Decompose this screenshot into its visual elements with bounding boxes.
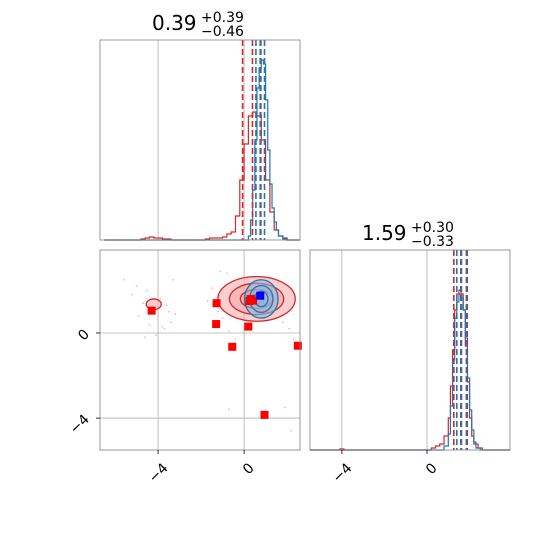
x-ticks-bottom-right: −4 0 [330,450,441,486]
bl-x-tick-label-1: 0 [240,460,258,478]
scatter-point [131,293,134,296]
scatter-point [288,327,291,330]
scatter-point [161,325,164,328]
marker-square [228,342,237,351]
scatter-point [157,319,159,322]
tl-histogram-series-1 [104,59,300,241]
scatter-point [165,304,168,307]
scatter-point [225,272,228,275]
axes-frame-bottom-right [309,249,511,451]
scatter-point [219,270,222,273]
axes-frame-top-left [99,39,301,241]
panel-bottom-left: −4 0 0 −4 [67,249,302,486]
scatter-point [217,310,220,313]
scatter-point [142,302,144,305]
scatter-point [163,327,166,330]
title-minus-bottom-right: −0.33 [411,234,454,250]
scatter-point [146,332,149,334]
scatter-point [206,300,209,302]
title-minus-top-left: −0.46 [201,24,244,40]
scatter-point [167,310,170,313]
marker-square [260,410,269,419]
scatter-point [174,312,177,315]
br-histogram-series-1 [310,293,510,451]
br-x-tick-label-0: −4 [330,460,356,486]
scatter-point [146,289,149,292]
scatter-point [137,315,140,317]
scatter-point [210,287,213,290]
title-value-bottom-right: 1.59 [362,221,407,245]
histogram-series-bottom-right [310,289,510,451]
scatter-point [290,429,293,432]
scatter-point [234,338,237,341]
panel-top-left: 0.39 +0.39 −0.46 [99,10,301,241]
marker-square [256,291,265,300]
br-histogram-series-0 [310,289,510,451]
marker-square [244,322,253,331]
scatter-point [122,278,125,281]
quantile-lines-top-left [241,40,266,240]
y-ticks-bottom-left: 0 −4 [67,326,100,438]
scatter-point [170,321,172,324]
br-x-tick-label-1: 0 [423,460,441,478]
scatter-point [228,408,230,411]
scatter-point [281,321,284,324]
panel-title-bottom-right: 1.59 [362,221,407,245]
scatter-point [292,338,295,341]
tl-histogram-series-0 [104,111,300,241]
title-value-top-left: 0.39 [152,11,197,35]
marker-square [293,341,302,350]
axes-frame-bottom-left [99,249,301,451]
x-ticks-bottom-left: −4 0 [146,450,258,486]
scatter-point [159,298,162,300]
contours-bottom-left [145,275,296,322]
scatter-point [284,406,286,409]
marker-square [147,306,156,315]
bl-y-tick-label-1: −4 [67,412,93,438]
panel-title-top-left: 0.39 [152,11,197,35]
scatter-point [144,336,147,339]
scatter-point [228,329,230,332]
marker-square [212,299,221,308]
scatter-point [148,323,151,326]
histogram-series-top-left [104,59,300,241]
title-plus-bottom-right: +0.30 [411,220,454,236]
quantile-lines-bottom-right [453,250,469,450]
bl-x-tick-label-0: −4 [146,460,172,486]
grid-bottom-right [341,250,428,450]
grid-top-left [157,40,245,240]
marker-square [212,320,221,329]
title-plus-top-left: +0.39 [201,10,244,26]
scatter-point [221,317,224,319]
panel-bottom-right: −4 0 1.59 +0.30 −0.33 [309,220,511,486]
scatter-point [155,334,157,337]
markers-bottom-left [147,291,302,419]
scatter-point [172,278,175,281]
bl-y-tick-label-0: 0 [75,326,93,344]
scatter-point [135,285,138,288]
marker-square [246,294,255,303]
